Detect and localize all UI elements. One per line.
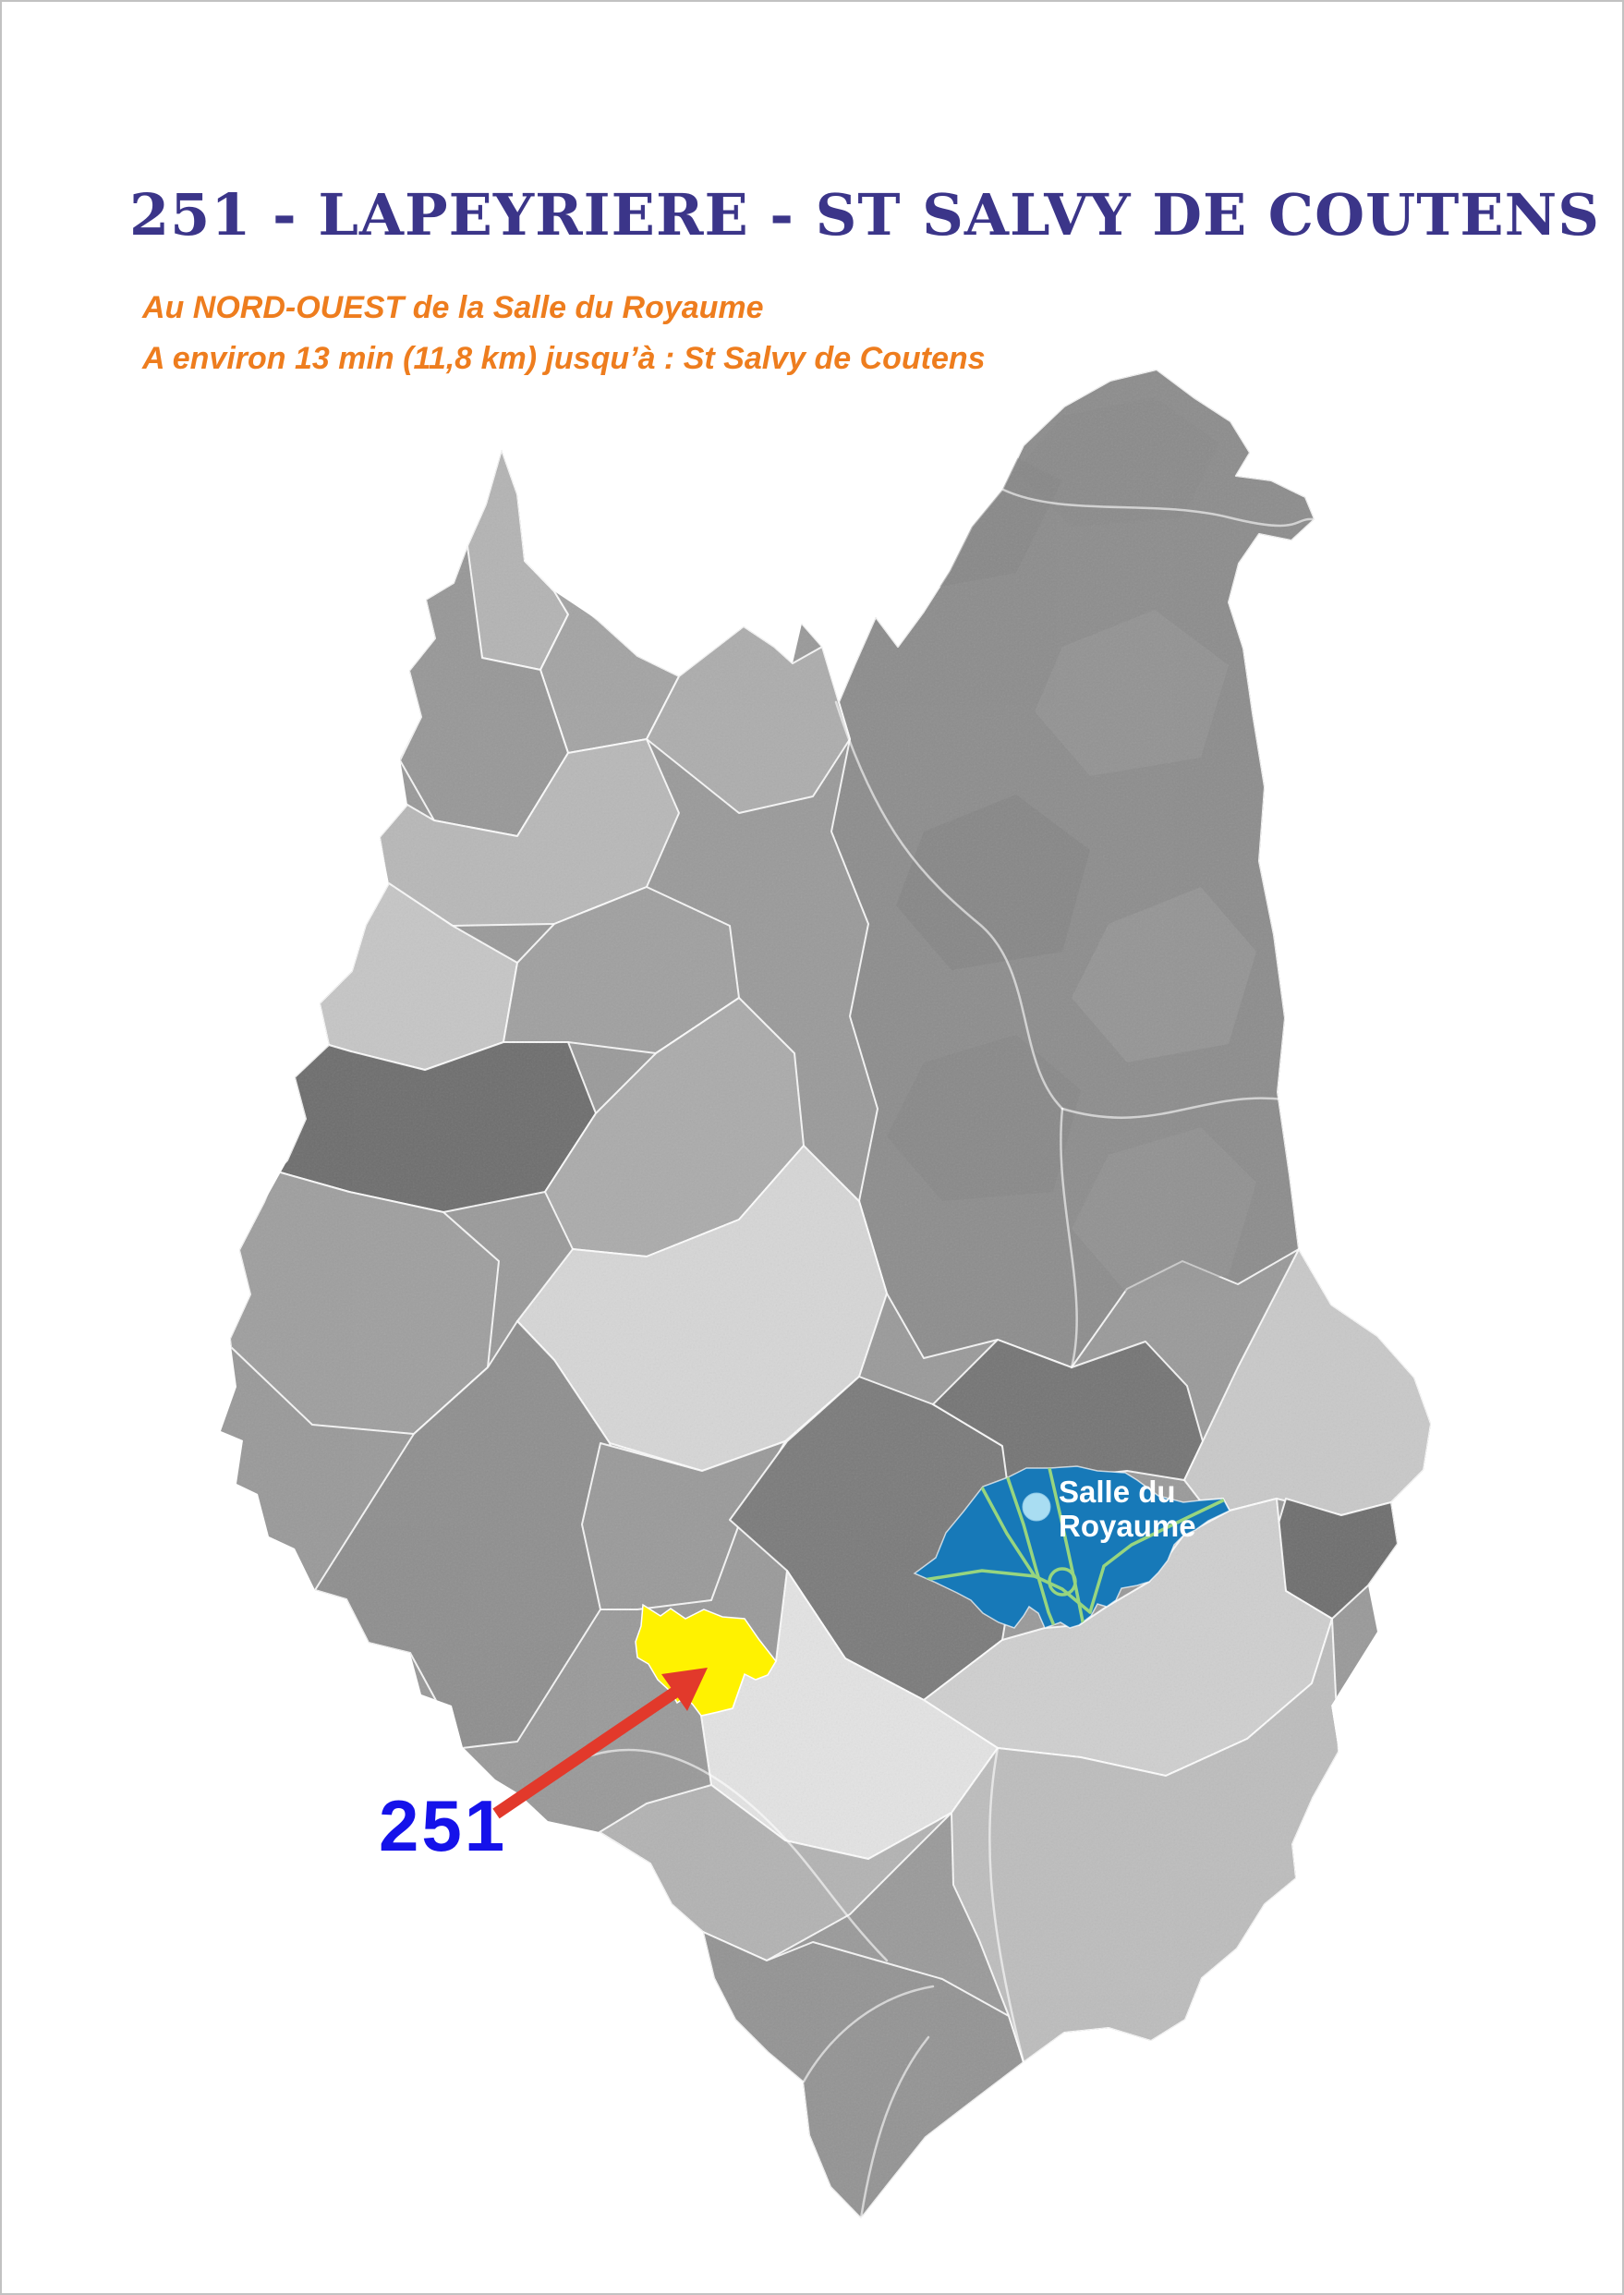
subtitle-line-2: A environ 13 min (11,8 km) jusqu’à : St … [142,341,986,377]
direction-arrow-head [661,1668,708,1711]
green-road [980,1486,1036,1578]
white-road [859,2035,930,2218]
green-road-junction [1048,1567,1077,1597]
destination-number-label: 251 [379,1785,507,1866]
white-road [1060,1097,1286,1119]
white-road [988,1746,1025,2064]
white-road [802,1985,935,2083]
direction-arrow-shaft [492,1685,681,1819]
department-outline [221,370,1431,2218]
white-road [1001,488,1315,528]
page-title: 251 - LAPEYRIERE - ST SALVY DE COUTENS [129,181,1601,249]
origin-dot [1022,1492,1051,1522]
white-roads [589,488,1315,2218]
map-texture-overlay [221,370,1431,2218]
green-road [1048,1466,1085,1623]
green-roads [922,1466,1225,1628]
subtitle: Au NORD-OUEST de la Salle du Royaume A e… [142,283,986,384]
green-road [1006,1476,1057,1628]
subtitle-line-1: Au NORD-OUEST de la Salle du Royaume [142,290,764,325]
white-road [834,700,1064,1111]
origin-label-line2: Royaume [1059,1509,1196,1543]
green-road [1088,1499,1225,1614]
white-road [589,1748,889,1962]
origin-label-line1: Salle du [1059,1475,1176,1509]
white-road [1060,1107,1078,1369]
